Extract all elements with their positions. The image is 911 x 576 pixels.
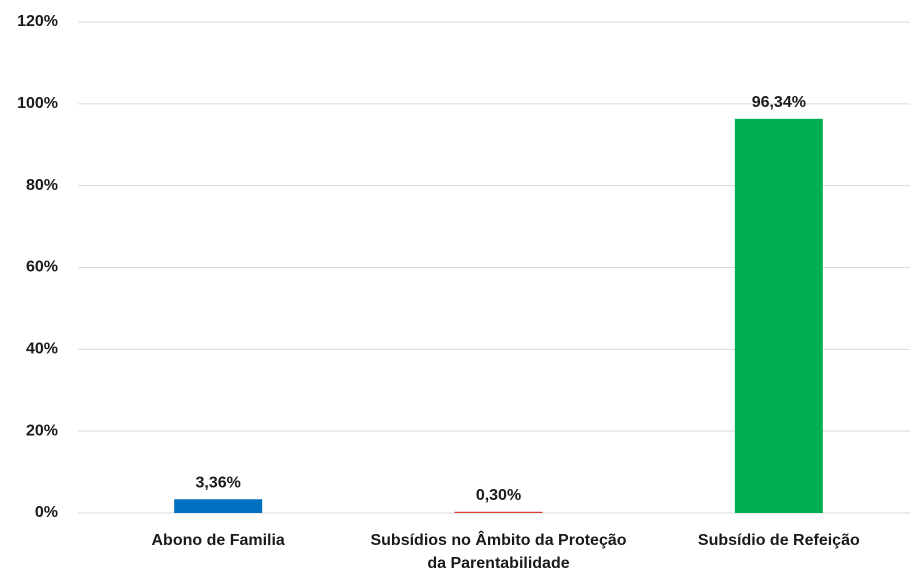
x-tick-label: Subsídio de Refeição	[697, 532, 860, 549]
x-tick-label: Abono de Familia	[151, 532, 285, 549]
y-tick-label: 40%	[26, 341, 58, 358]
bar	[734, 118, 823, 513]
y-tick-label: 80%	[26, 177, 58, 194]
y-tick-label: 60%	[26, 259, 58, 276]
y-tick-label: 0%	[35, 504, 58, 521]
data-label: 3,36%	[195, 474, 240, 491]
bar	[174, 499, 263, 513]
bar	[454, 511, 543, 513]
data-label: 0,30%	[476, 487, 521, 504]
data-label: 96,34%	[752, 94, 806, 111]
y-tick-label: 20%	[26, 422, 58, 439]
x-tick-label: Subsídios no Âmbito da Proteção da Paren…	[370, 532, 627, 572]
y-tick-label: 100%	[17, 95, 58, 112]
y-tick-label: 120%	[17, 13, 58, 30]
